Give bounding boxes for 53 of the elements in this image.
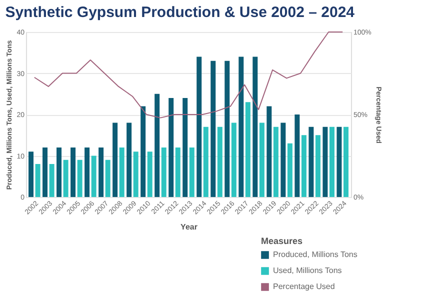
bar [77,160,82,197]
bar [343,126,348,197]
bar [308,126,314,197]
bar [259,122,264,197]
bar [252,56,258,197]
bar [196,56,202,197]
bar [294,114,300,197]
bar [266,106,272,197]
bar [140,106,146,197]
bar [105,160,110,197]
legend-label: Used, Millions Tons [273,266,342,275]
bar [224,60,230,197]
bar [175,148,180,197]
bar [154,94,160,197]
bar [245,102,250,197]
chart-title: Synthetic Gypsum Production & Use 2002 – 2024 [5,4,356,21]
bar [28,152,34,197]
bar [126,122,132,197]
bar [203,126,208,197]
bar [210,60,216,197]
bar [70,148,76,197]
bar [315,135,320,197]
bar [189,148,194,197]
bar [112,122,118,197]
bar [231,122,236,197]
bar [35,164,40,197]
bar [98,148,104,197]
bar [168,98,174,197]
bar [119,148,124,197]
bar [161,148,166,197]
bar [84,148,90,197]
bar [42,148,48,197]
bar [63,160,68,197]
bar [182,98,188,197]
bar [336,126,342,197]
bar [301,135,306,197]
bar [49,164,54,197]
line-series [34,32,344,118]
bar [91,156,96,197]
bar [147,152,152,197]
bar [287,143,292,197]
bar [273,126,278,197]
bar [322,126,328,197]
bar [133,152,138,197]
legend-label: Produced, Millions Tons [273,250,358,259]
bar [217,126,222,197]
bar [238,56,244,197]
legend-label: Percentage Used [273,282,335,291]
x-axis-title: Year [180,222,198,232]
bar [56,148,62,197]
bar [329,126,334,197]
legend-title: Measures [261,236,303,246]
bar [280,122,286,197]
